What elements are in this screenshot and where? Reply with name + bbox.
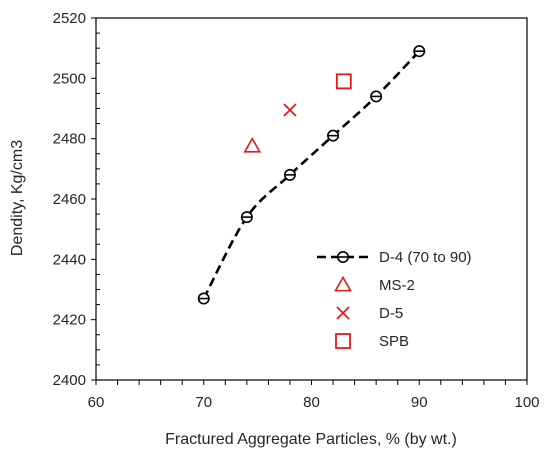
x-tick-label: 90 [411, 394, 428, 411]
series-spb [335, 73, 352, 90]
x-axis: 60 70 80 90 100 [88, 380, 540, 411]
series-d-5 [283, 103, 297, 117]
plot-area-border [95, 17, 528, 381]
plot-frame [95, 17, 528, 381]
y-tick-label: 2440 [53, 251, 86, 268]
y-tick-label: 2420 [53, 312, 86, 329]
data-point-d-4-70-to-90 [240, 211, 253, 224]
legend-item-d-4-70-to-90: D-4 (70 to 90) [317, 249, 472, 266]
legend-item-d-5: D-5 [336, 305, 403, 322]
y-axis: 2400 2420 2440 2460 2480 2500 2520 [53, 10, 100, 389]
legend-marker-d-5-stroke-b [336, 306, 350, 320]
x-tick-label: 80 [303, 394, 320, 411]
series-ms-2 [243, 137, 262, 153]
legend: D-4 (70 to 90) MS-2 D-5 SPB [317, 249, 472, 350]
y-tick-label: 2400 [53, 372, 86, 389]
legend-marker-ms-2 [334, 275, 352, 292]
legend-marker-d-4-70-to-90 [336, 251, 349, 264]
legend-item-spb: SPB [335, 333, 409, 350]
y-tick-label: 2480 [53, 131, 86, 148]
y-axis-title: Dendity, Kg/cm3 [9, 140, 26, 256]
x-tick-label: 70 [195, 394, 212, 411]
data-point-spb [335, 73, 352, 90]
legend-label-d-4-70-to-90: D-4 (70 to 90) [379, 249, 472, 266]
data-point-d-4-70-to-90 [327, 129, 340, 142]
data-point-d-4-70-to-90 [283, 168, 296, 181]
y-tick-label: 2520 [53, 10, 86, 27]
legend-label-d-5: D-5 [379, 305, 403, 322]
x-tick-label: 60 [88, 394, 105, 411]
y-tick-label: 2460 [53, 191, 86, 208]
legend-marker-spb [335, 333, 351, 349]
data-point-d-4-70-to-90 [370, 90, 383, 103]
data-point-d-4-70-to-90 [197, 292, 210, 305]
x-axis-title: Fractured Aggregate Particles, % (by wt.… [165, 431, 457, 448]
legend-marker-d-5 [336, 306, 350, 320]
data-point-d-5-stroke-b [283, 103, 297, 117]
data-point-ms-2 [243, 137, 262, 153]
series-d-4-70-to-90 [197, 45, 426, 305]
legend-label-ms-2: MS-2 [379, 277, 415, 294]
y-tick-label: 2500 [53, 70, 86, 87]
legend-label-spb: SPB [379, 333, 409, 350]
data-point-d-4-70-to-90 [413, 45, 426, 58]
legend-item-ms-2: MS-2 [334, 275, 415, 294]
x-tick-label: 100 [514, 394, 539, 411]
data-point-d-5 [283, 103, 297, 117]
plot-series [197, 45, 426, 305]
